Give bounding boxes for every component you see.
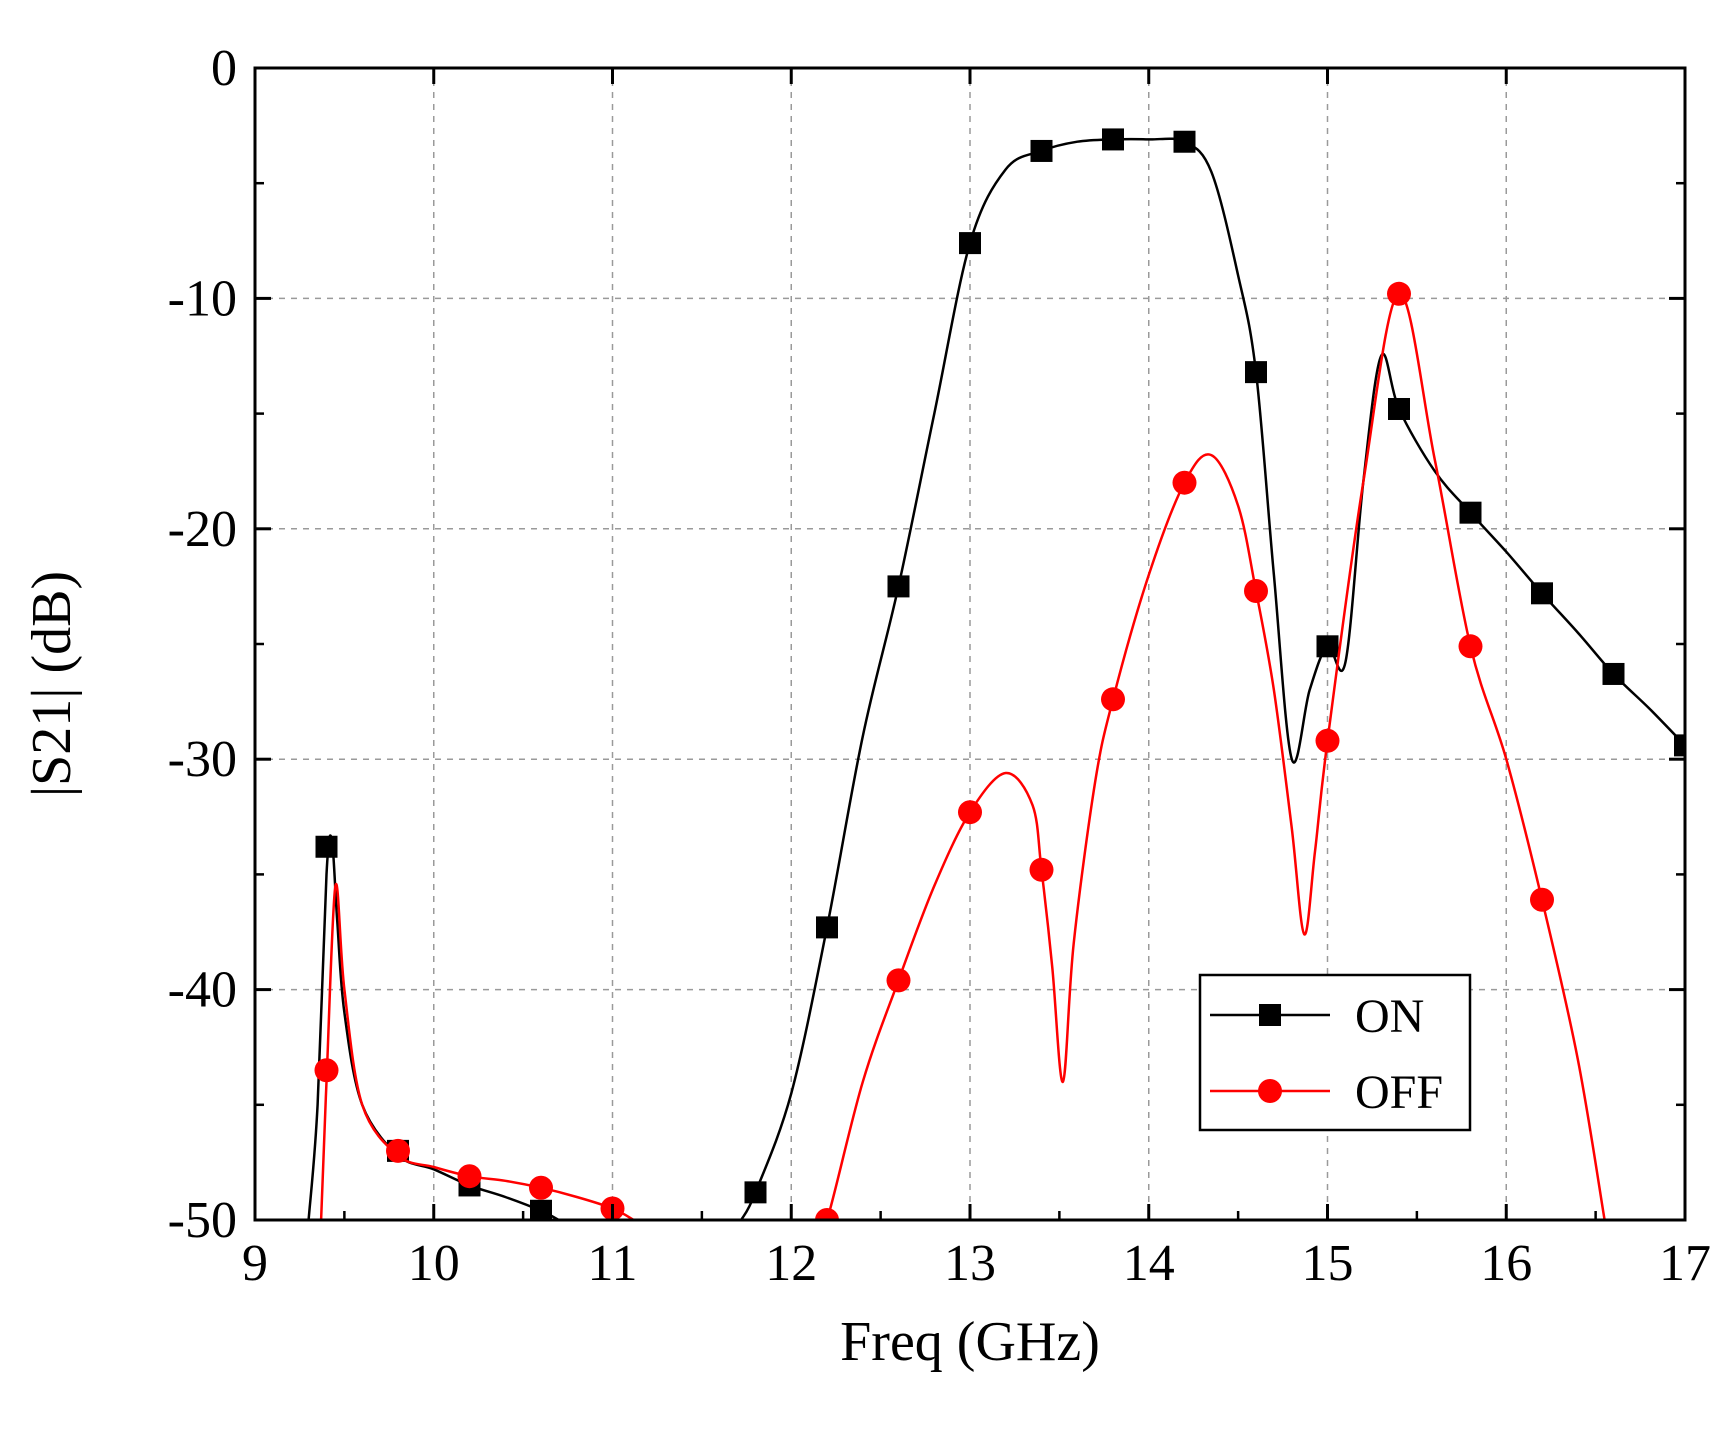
legend-on-label: ON bbox=[1355, 990, 1424, 1043]
off-marker bbox=[1244, 579, 1268, 604]
series-on-line bbox=[307, 834, 560, 1220]
on-marker bbox=[887, 575, 910, 598]
series-on bbox=[307, 128, 1685, 1220]
on-marker bbox=[816, 916, 838, 939]
legend-off-marker bbox=[1258, 1079, 1282, 1103]
on-marker bbox=[1674, 734, 1685, 757]
y-tick-label: -50 bbox=[168, 1192, 237, 1249]
y-tick-label: 0 bbox=[211, 40, 237, 97]
x-tick-label: 11 bbox=[587, 1235, 637, 1292]
on-marker bbox=[1459, 501, 1482, 524]
off-marker bbox=[386, 1138, 410, 1163]
off-marker bbox=[958, 800, 982, 825]
off-marker bbox=[886, 968, 911, 993]
on-marker bbox=[1602, 662, 1625, 685]
legend-box bbox=[1198, 973, 1472, 1132]
on-marker bbox=[530, 1199, 552, 1220]
x-tick-label: 14 bbox=[1123, 1235, 1175, 1292]
on-marker bbox=[1030, 139, 1053, 162]
x-tick-label: 16 bbox=[1480, 1235, 1532, 1292]
legend: ON OFF bbox=[1198, 973, 1472, 1132]
on-marker bbox=[1531, 582, 1553, 605]
x-tick-label: 9 bbox=[242, 1235, 268, 1292]
x-axis-title: Freq (GHz) bbox=[840, 1311, 1100, 1373]
off-marker bbox=[314, 1058, 339, 1083]
y-axis-title: |S21| (dB) bbox=[21, 571, 83, 797]
on-marker bbox=[315, 835, 338, 858]
off-marker bbox=[815, 1208, 839, 1220]
off-marker bbox=[1458, 634, 1483, 659]
on-marker bbox=[959, 232, 981, 255]
on-marker bbox=[744, 1181, 767, 1204]
off-marker bbox=[1387, 281, 1411, 306]
x-tick-label: 10 bbox=[408, 1235, 460, 1292]
off-marker bbox=[1172, 470, 1197, 495]
x-tick-label: 13 bbox=[944, 1235, 996, 1292]
on-marker bbox=[1316, 635, 1339, 658]
y-tick-label: -10 bbox=[168, 270, 237, 327]
off-marker bbox=[457, 1164, 482, 1189]
x-tick-label: 12 bbox=[765, 1235, 817, 1292]
off-marker bbox=[1315, 728, 1340, 753]
off-marker bbox=[529, 1175, 553, 1200]
legend-on-marker bbox=[1259, 1004, 1281, 1026]
y-tick-label: -20 bbox=[168, 501, 237, 558]
off-marker bbox=[1101, 687, 1125, 712]
series-layer bbox=[307, 128, 1685, 1220]
on-marker bbox=[1102, 128, 1124, 151]
axes bbox=[253, 66, 1687, 1222]
on-marker bbox=[1245, 361, 1267, 384]
on-marker bbox=[1173, 130, 1196, 153]
legend-off-label: OFF bbox=[1355, 1066, 1443, 1119]
series-on-line bbox=[740, 137, 1685, 1220]
series-off-line bbox=[816, 292, 1606, 1220]
on-marker bbox=[1388, 397, 1410, 420]
off-marker bbox=[1530, 887, 1554, 912]
x-tick-label: 15 bbox=[1302, 1235, 1354, 1292]
x-tick-label: 17 bbox=[1659, 1235, 1711, 1292]
tick-labels: 9 10 11 12 13 14 15 16 17 0 -10 -20 -30 -40 -50 bbox=[168, 40, 1711, 1292]
off-marker bbox=[1029, 857, 1054, 882]
y-tick-label: -30 bbox=[168, 731, 237, 788]
y-tick-label: -40 bbox=[168, 962, 237, 1019]
